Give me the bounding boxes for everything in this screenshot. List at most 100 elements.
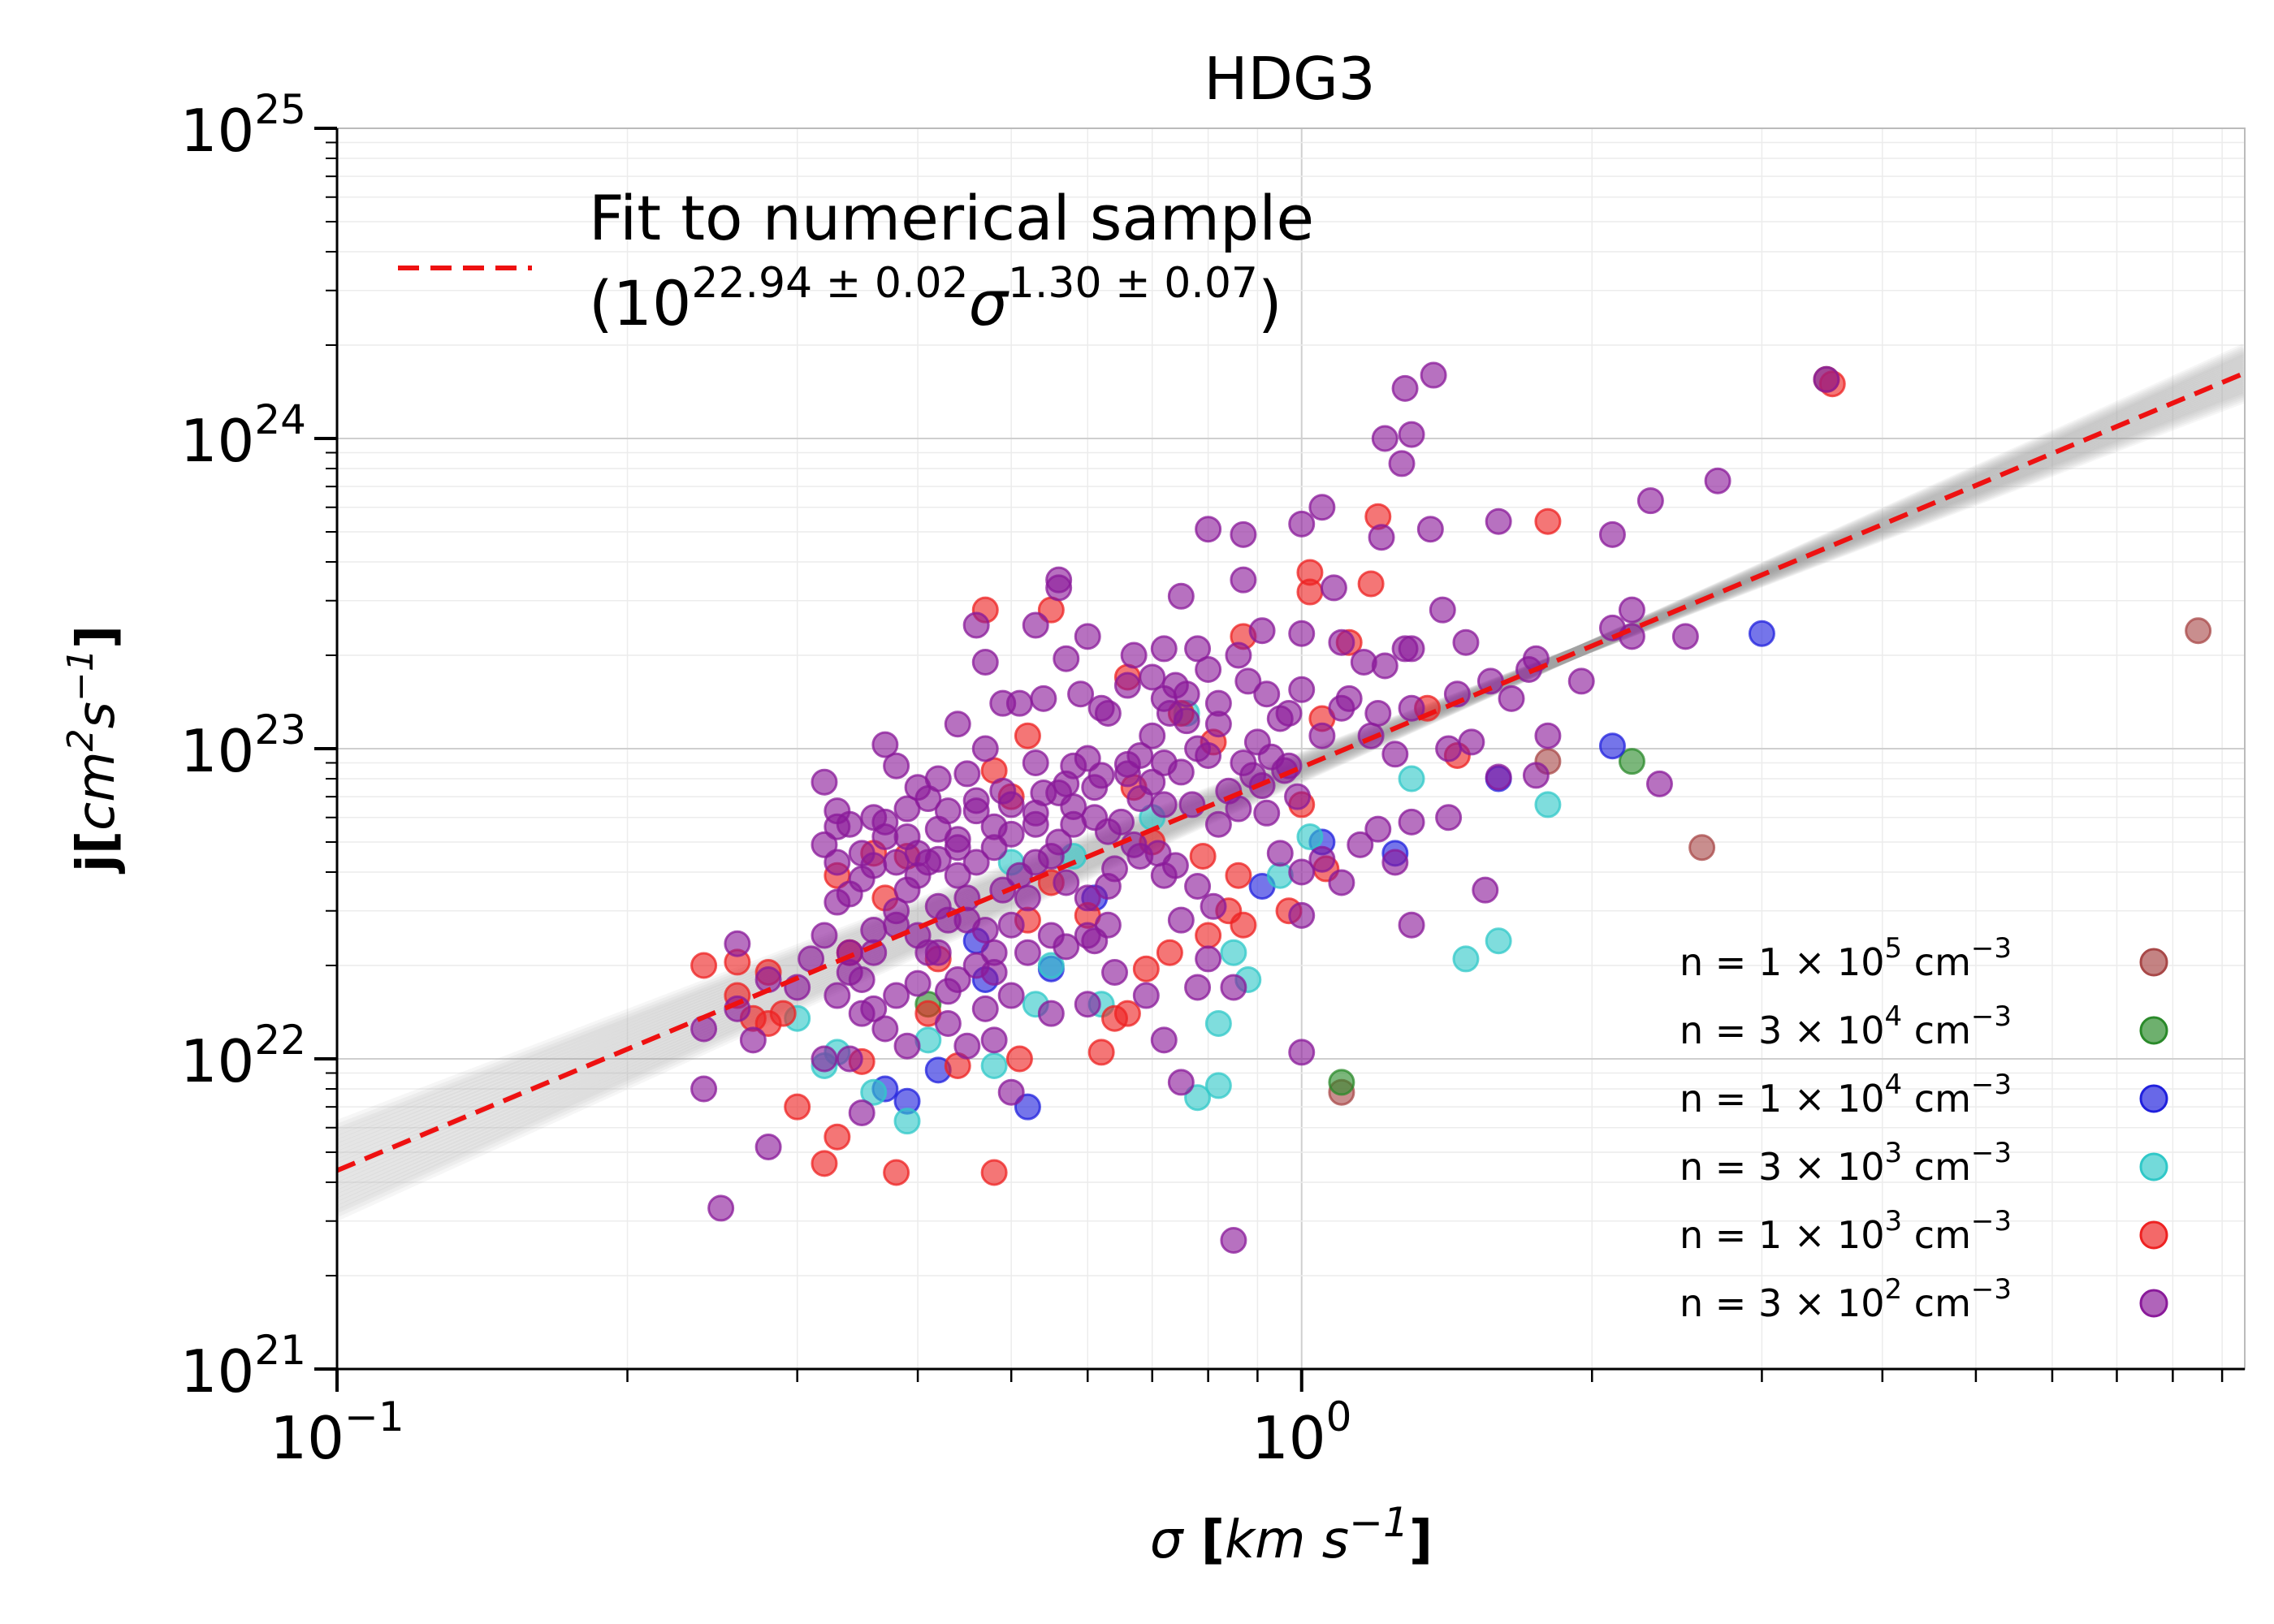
data-point <box>1074 991 1101 1018</box>
series-5 <box>690 361 1840 1254</box>
data-point <box>1498 685 1525 712</box>
data-point <box>1388 450 1416 477</box>
data-point <box>1167 906 1195 934</box>
data-point <box>893 876 921 904</box>
legend-label: n = 3 × 104 cm−3 <box>1680 1000 2012 1052</box>
data-point <box>1266 705 1294 732</box>
data-point <box>1225 795 1252 823</box>
data-point <box>1429 596 1456 624</box>
data-point <box>980 1159 1008 1186</box>
data-point <box>1022 810 1049 838</box>
data-point <box>836 880 863 908</box>
data-point <box>1288 676 1316 703</box>
data-point <box>1296 823 1324 850</box>
data-point <box>1067 680 1095 708</box>
data-point <box>944 834 971 862</box>
x-tick-label: 100 <box>1252 1393 1351 1472</box>
fit-line <box>337 370 2245 1173</box>
data-point <box>1113 672 1141 699</box>
data-point <box>1296 578 1324 606</box>
data-point <box>997 1078 1025 1106</box>
data-point <box>883 752 910 780</box>
data-point <box>1364 699 1392 727</box>
data-point <box>962 849 990 876</box>
data-point <box>1598 520 1626 548</box>
data-point <box>914 849 942 876</box>
data-point <box>953 906 981 934</box>
data-point <box>1074 623 1101 650</box>
data-point <box>1368 524 1395 551</box>
data-point <box>953 884 981 912</box>
data-point <box>1014 939 1041 966</box>
data-point <box>1139 663 1166 691</box>
data-point <box>1204 1072 1232 1099</box>
data-point <box>1567 667 1595 695</box>
data-point <box>1220 1226 1247 1254</box>
y-tick-label: 1021 <box>180 1327 306 1406</box>
data-point <box>1485 763 1512 791</box>
data-point <box>944 862 971 889</box>
data-point <box>980 1026 1008 1054</box>
data-point <box>1195 655 1222 683</box>
data-point <box>1472 876 1499 904</box>
data-point <box>1381 849 1409 876</box>
data-point <box>1184 974 1212 1001</box>
data-point <box>811 768 838 796</box>
data-point <box>1813 365 1840 393</box>
data-point <box>2185 617 2212 645</box>
data-point <box>997 911 1025 939</box>
data-point <box>1452 628 1480 656</box>
legend-marker <box>2139 1016 2168 1045</box>
data-point <box>1748 620 1775 647</box>
data-point <box>944 710 971 738</box>
chart-title: HDG3 <box>1204 45 1375 113</box>
data-point <box>1618 748 1645 775</box>
data-point <box>1204 710 1232 738</box>
data-point <box>1347 831 1374 858</box>
data-point <box>1120 641 1148 669</box>
data-point <box>1335 685 1363 712</box>
data-point <box>1420 361 1447 389</box>
data-point <box>1195 945 1222 973</box>
data-point <box>1030 779 1057 806</box>
data-point <box>893 1108 921 1135</box>
x-tick-label: 10−1 <box>270 1393 404 1472</box>
data-point <box>1435 735 1463 762</box>
data-point <box>860 1078 888 1106</box>
data-point <box>934 797 962 825</box>
data-point <box>1053 933 1080 961</box>
data-point <box>1230 566 1257 594</box>
data-point <box>1045 828 1073 856</box>
data-point <box>811 1045 838 1073</box>
data-point <box>1598 732 1626 760</box>
fit-line-layer <box>337 370 2245 1173</box>
data-point <box>1308 845 1336 873</box>
data-point <box>1485 927 1512 955</box>
data-point <box>1150 635 1178 663</box>
data-point <box>1398 911 1425 939</box>
legend-marker <box>2139 948 2168 977</box>
data-point <box>1636 487 1664 515</box>
data-point <box>1288 858 1316 886</box>
data-point <box>1398 421 1425 448</box>
data-point <box>1328 869 1355 896</box>
data-point <box>1014 722 1041 749</box>
legend-label: n = 1 × 104 cm−3 <box>1680 1069 2012 1121</box>
data-point <box>1200 892 1227 920</box>
data-point <box>1005 1045 1033 1073</box>
data-point <box>836 1045 863 1073</box>
data-point <box>1398 635 1425 663</box>
data-point <box>1081 927 1109 955</box>
data-point <box>1195 516 1222 543</box>
data-point <box>784 1093 811 1121</box>
data-point <box>1288 1039 1316 1066</box>
data-point <box>824 982 851 1009</box>
data-point <box>1189 842 1217 870</box>
data-point <box>1139 768 1166 796</box>
data-point <box>1391 374 1419 402</box>
data-point <box>1266 862 1294 889</box>
data-point <box>1150 1026 1178 1054</box>
data-point <box>1204 810 1232 838</box>
data-point <box>1328 628 1355 656</box>
